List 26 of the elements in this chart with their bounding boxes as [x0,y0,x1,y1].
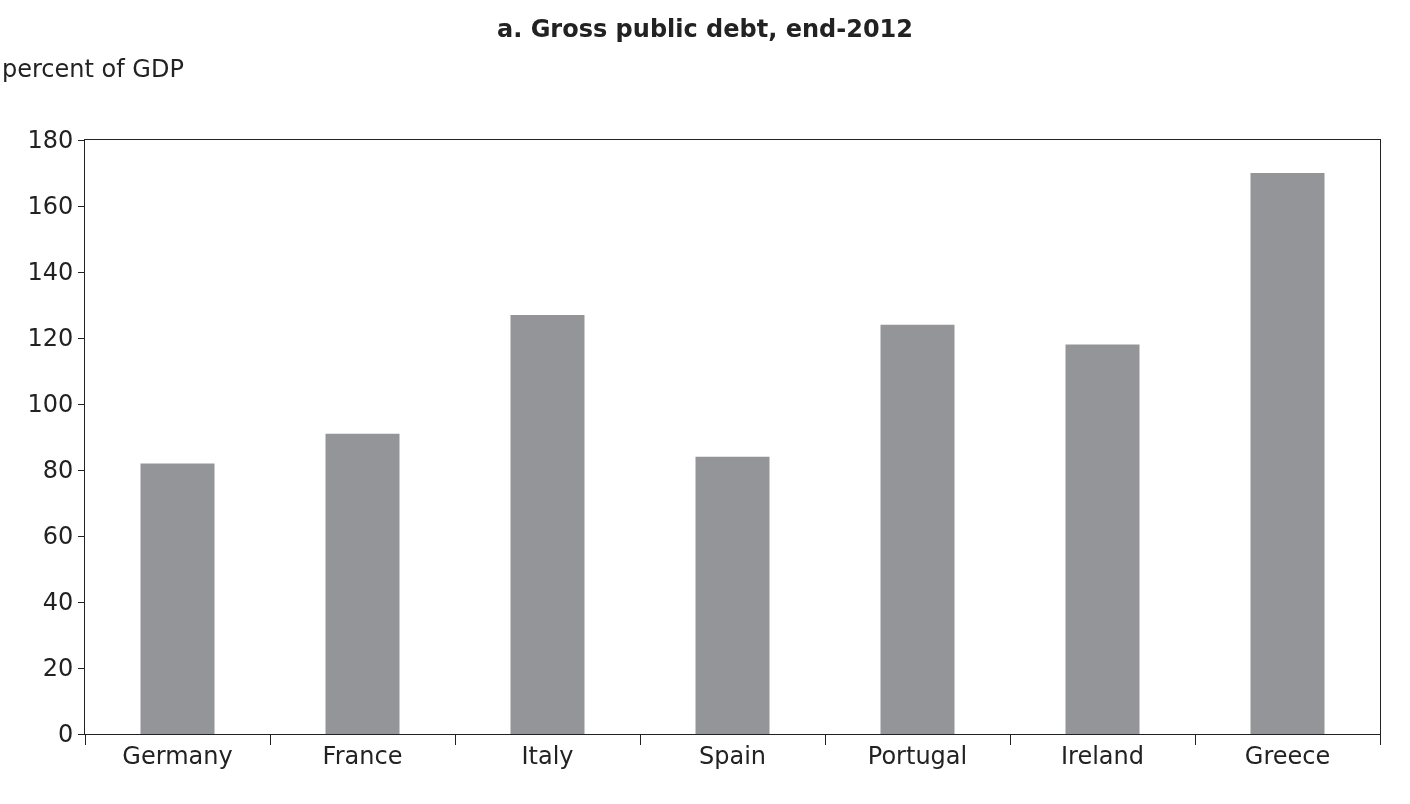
x-tick-label: Greece [1244,741,1331,770]
bar [695,456,770,734]
bar [325,433,400,734]
x-tick-label: Italy [521,741,574,770]
chart-title: a. Gross public debt, end-2012 [497,14,913,43]
y-tick-label: 0 [57,720,74,749]
x-tick-label: Portugal [867,741,968,770]
bar [140,463,215,734]
bar [880,324,955,734]
y-tick-label: 80 [42,456,74,485]
y-axis-title: percent of GDP [2,55,184,83]
x-tick-label: France [322,741,403,770]
y-tick-label: 180 [27,126,74,155]
y-tick-label: 20 [42,654,74,683]
bar [510,314,585,734]
y-tick-label: 40 [42,588,74,617]
x-tick-label: Ireland [1060,741,1145,770]
x-tick-label: Germany [122,741,233,770]
bar [1065,344,1140,734]
y-tick-label: 60 [42,522,74,551]
y-tick-label: 140 [27,258,74,287]
y-tick-label: 160 [27,192,74,221]
bar [1250,173,1325,734]
y-tick-label: 100 [27,390,74,419]
x-tick-label: Spain [698,741,767,770]
y-tick-label: 120 [27,324,74,353]
